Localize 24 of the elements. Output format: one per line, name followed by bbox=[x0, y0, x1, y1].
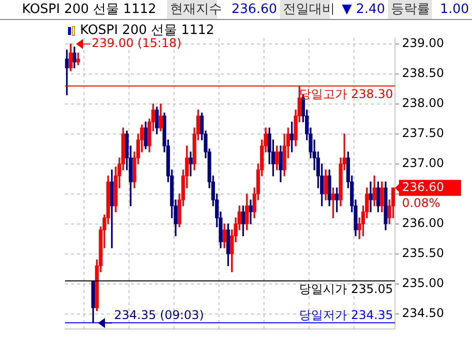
text: 등락률 bbox=[388, 0, 432, 19]
text: 현재지수 bbox=[169, 1, 222, 19]
ref-line-label: 당일시가 235.05 bbox=[299, 282, 393, 296]
y-tick-label: 235.50 bbox=[402, 246, 444, 260]
text: 236.60 bbox=[402, 180, 444, 194]
ref-line-label: 당일저가 234.35 bbox=[299, 308, 393, 322]
y-tick-label: 237.00 bbox=[402, 156, 444, 170]
y-tick-label: 234.50 bbox=[402, 306, 444, 320]
annotation: 234.35 (09:03) bbox=[114, 308, 204, 322]
y-tick-label: 236.00 bbox=[402, 216, 444, 230]
chart-subtitle: KOSPI 200 선물 1112 bbox=[80, 23, 214, 38]
y-tick-label: 235.00 bbox=[402, 276, 444, 290]
text: 236.60 bbox=[232, 2, 277, 17]
ref-line-label: 당일고가 238.30 bbox=[299, 87, 393, 102]
text: ▼ 2.40 bbox=[342, 2, 385, 17]
chart-title: KOSPI 200 선물 1112 bbox=[21, 1, 158, 19]
y-tick-label: 238.50 bbox=[402, 66, 444, 80]
y-tick-label: 237.50 bbox=[402, 126, 444, 140]
annotation: 239.00 (15:18) bbox=[92, 36, 182, 50]
y-tick-label: 239.00 bbox=[402, 36, 444, 50]
y-tick-label: 238.00 bbox=[402, 96, 444, 110]
text: 0.08% bbox=[402, 196, 440, 210]
text: 전일대비 bbox=[282, 1, 335, 19]
text: 1.00 bbox=[439, 1, 470, 19]
